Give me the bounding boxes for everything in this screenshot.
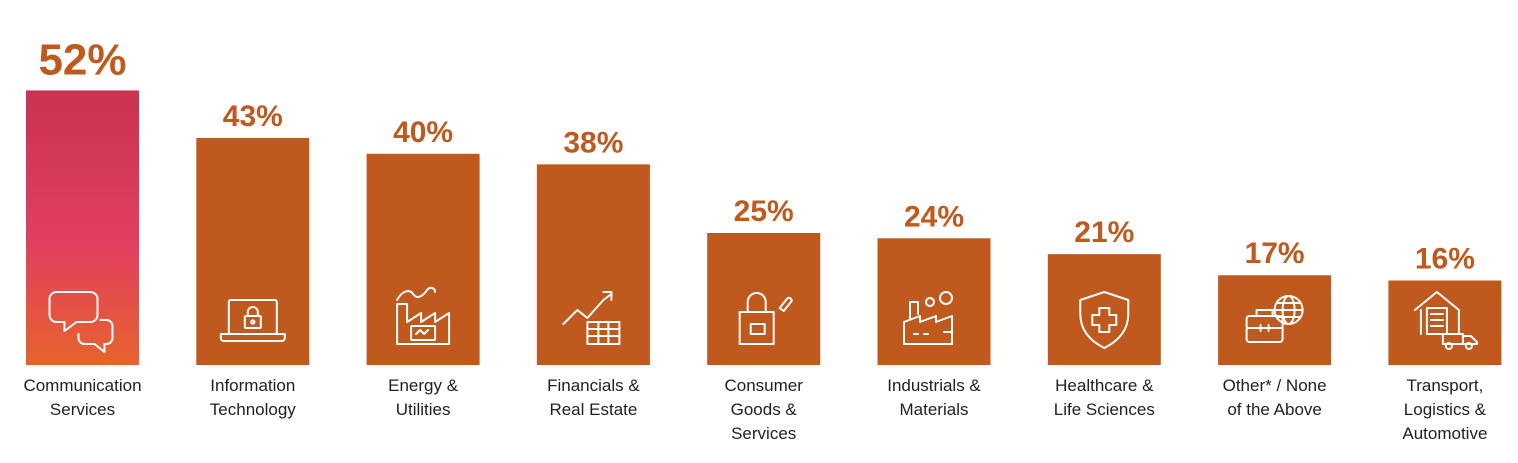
value-label-3: 40% [393,116,453,149]
value-label-2: 43% [223,100,283,133]
category-label-7: Healthcare & Life Sciences [1054,376,1155,419]
value-label-1: 52% [38,35,126,84]
category-label-5: Consumer Goods & Services [724,376,803,443]
bar-2 [196,137,310,365]
bar-4 [536,164,650,365]
category-label-3: Energy & Utilities [388,376,459,419]
laptop-lock-icon [219,299,286,342]
bar-7 [1047,254,1161,365]
category-label-6: Industrials & Materials [887,376,981,419]
finance-chart-icon [562,291,621,345]
bar-9 [1388,280,1502,365]
value-label-6: 24% [904,200,964,233]
value-label-9: 16% [1415,243,1475,276]
briefcase-globe-icon [1245,295,1304,343]
bar-5 [707,233,821,365]
chat-bubbles-icon [48,291,114,353]
bar-8 [1218,275,1332,365]
value-label-5: 25% [734,195,794,228]
value-label-7: 21% [1074,216,1134,249]
factory-energy-icon [396,286,451,345]
warehouse-truck-icon [1413,291,1478,350]
category-label-1: Communication Services [23,376,141,419]
category-label-8: Other* / None of the Above [1223,376,1327,419]
health-shield-icon [1079,291,1130,349]
category-label-2: Information Technology [210,376,297,419]
category-label-9: Transport, Logistics & Automotive [1402,376,1487,443]
value-label-8: 17% [1245,237,1305,270]
category-label-4: Financials & Real Estate [547,376,640,419]
bars-group: 52% Communication Services 43% Information Te… [23,35,1502,443]
shopping-bag-icon [738,292,793,345]
bar-3 [366,153,480,365]
industrial-factory-icon [903,291,953,345]
bar-1 [26,90,139,365]
value-label-4: 38% [563,126,623,159]
